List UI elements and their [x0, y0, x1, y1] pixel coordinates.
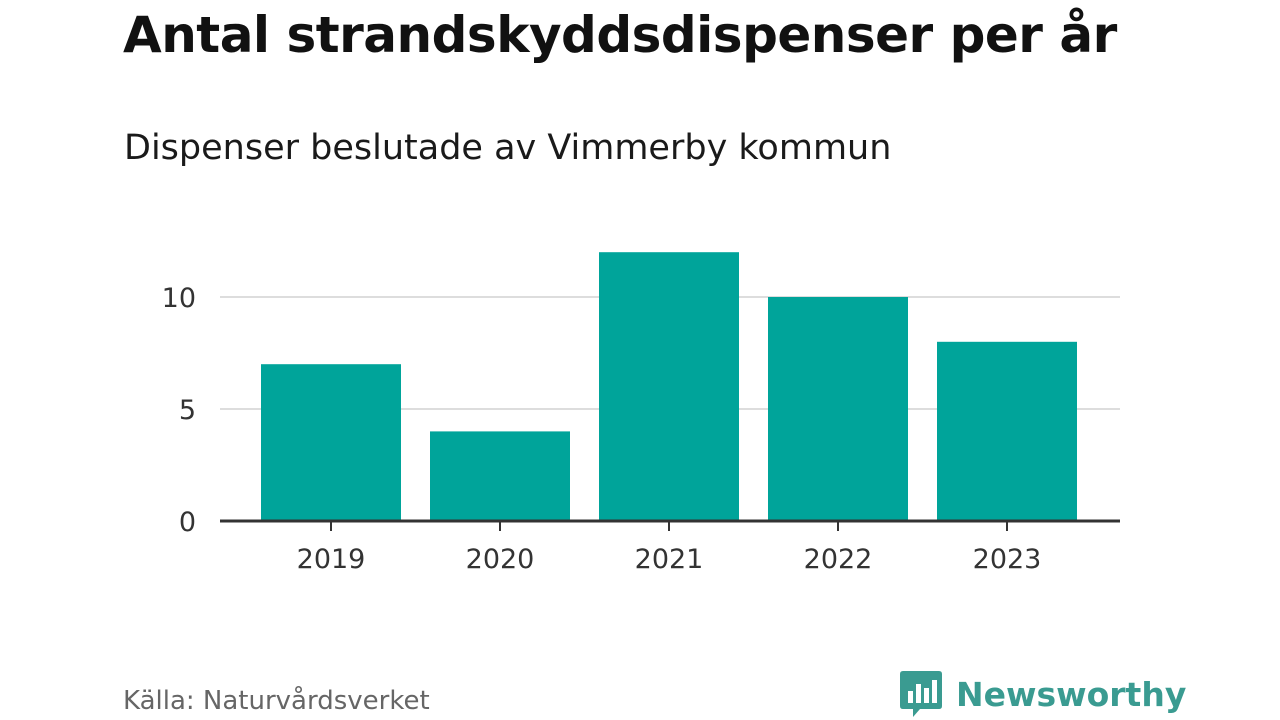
y-tick-label: 5: [179, 395, 196, 426]
x-tick-label: 2022: [804, 544, 873, 575]
source-note: Källa: Naturvårdsverket: [123, 686, 430, 716]
bar-2019: [261, 364, 401, 521]
x-tick-label: 2020: [466, 544, 535, 575]
axes: 0 5 10 2019 2020 2021 2022 2023: [162, 283, 1120, 575]
bar-2023: [937, 341, 1077, 521]
x-tick-label: 2021: [635, 544, 704, 575]
bar-chart-speech-bubble-icon: [900, 671, 942, 717]
bar-2020: [430, 431, 570, 521]
bars: [261, 252, 1077, 521]
y-tick-label: 10: [162, 283, 196, 314]
x-tick-label: 2023: [973, 544, 1042, 575]
x-tick-label: 2019: [297, 544, 366, 575]
bar-2022: [768, 297, 908, 521]
y-tick-label: 0: [179, 507, 196, 538]
bar-2021: [599, 252, 739, 521]
brand-logo: Newsworthy: [900, 670, 1186, 718]
chart-subtitle: Dispenser beslutade av Vimmerby kommun: [124, 128, 892, 168]
brand-name: Newsworthy: [956, 674, 1187, 714]
chart-title: Antal strandskyddsdispenser per år: [123, 6, 1117, 64]
